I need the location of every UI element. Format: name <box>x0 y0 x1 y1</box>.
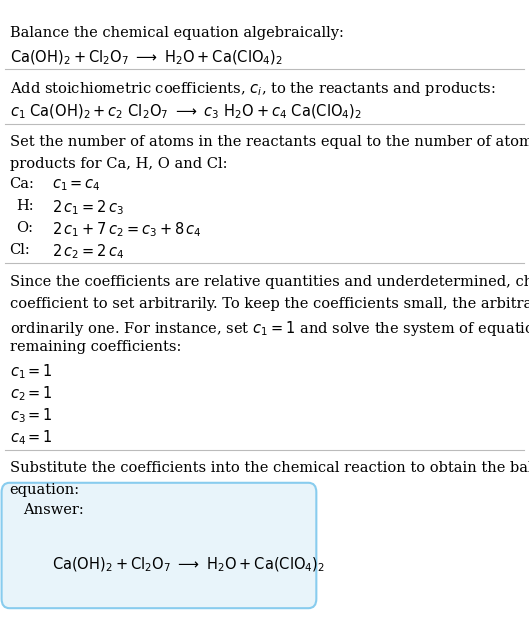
Text: $c_1 = 1$: $c_1 = 1$ <box>10 362 52 381</box>
Text: H:: H: <box>16 199 33 213</box>
Text: Ca:: Ca: <box>10 177 34 191</box>
Text: $\mathrm{Ca(OH)_2 + Cl_2O_7\ \longrightarrow\ H_2O + Ca(ClO_4)_2}$: $\mathrm{Ca(OH)_2 + Cl_2O_7\ \longrighta… <box>52 555 325 574</box>
Text: $c_1\ \mathrm{Ca(OH)_2} + c_2\ \mathrm{Cl_2O_7}\ \longrightarrow\ c_3\ \mathrm{H: $c_1\ \mathrm{Ca(OH)_2} + c_2\ \mathrm{C… <box>10 103 361 121</box>
Text: ordinarily one. For instance, set $c_1 = 1$ and solve the system of equations fo: ordinarily one. For instance, set $c_1 =… <box>10 319 529 337</box>
Text: products for Ca, H, O and Cl:: products for Ca, H, O and Cl: <box>10 157 227 171</box>
Text: Substitute the coefficients into the chemical reaction to obtain the balanced: Substitute the coefficients into the che… <box>10 461 529 475</box>
Text: remaining coefficients:: remaining coefficients: <box>10 340 181 354</box>
Text: Since the coefficients are relative quantities and underdetermined, choose a: Since the coefficients are relative quan… <box>10 275 529 288</box>
FancyBboxPatch shape <box>2 483 316 608</box>
Text: equation:: equation: <box>10 483 80 497</box>
Text: $2\,c_2 = 2\,c_4$: $2\,c_2 = 2\,c_4$ <box>52 243 124 261</box>
Text: $c_1 = c_4$: $c_1 = c_4$ <box>52 177 101 192</box>
Text: Answer:: Answer: <box>23 503 84 517</box>
Text: O:: O: <box>16 221 33 234</box>
Text: $c_4 = 1$: $c_4 = 1$ <box>10 428 52 447</box>
Text: $2\,c_1 + 7\,c_2 = c_3 + 8\,c_4$: $2\,c_1 + 7\,c_2 = c_3 + 8\,c_4$ <box>52 221 202 240</box>
Text: $\mathrm{Ca(OH)_2 + Cl_2O_7\ \longrightarrow\ H_2O + Ca(ClO_4)_2}$: $\mathrm{Ca(OH)_2 + Cl_2O_7\ \longrighta… <box>10 49 282 67</box>
Text: $c_3 = 1$: $c_3 = 1$ <box>10 406 52 425</box>
Text: Cl:: Cl: <box>10 243 30 256</box>
Text: $2\,c_1 = 2\,c_3$: $2\,c_1 = 2\,c_3$ <box>52 199 124 218</box>
Text: Set the number of atoms in the reactants equal to the number of atoms in the: Set the number of atoms in the reactants… <box>10 135 529 149</box>
Text: Balance the chemical equation algebraically:: Balance the chemical equation algebraica… <box>10 26 343 40</box>
Text: Add stoichiometric coefficients, $c_i$, to the reactants and products:: Add stoichiometric coefficients, $c_i$, … <box>10 80 495 98</box>
Text: coefficient to set arbitrarily. To keep the coefficients small, the arbitrary va: coefficient to set arbitrarily. To keep … <box>10 297 529 310</box>
Text: $c_2 = 1$: $c_2 = 1$ <box>10 384 52 403</box>
